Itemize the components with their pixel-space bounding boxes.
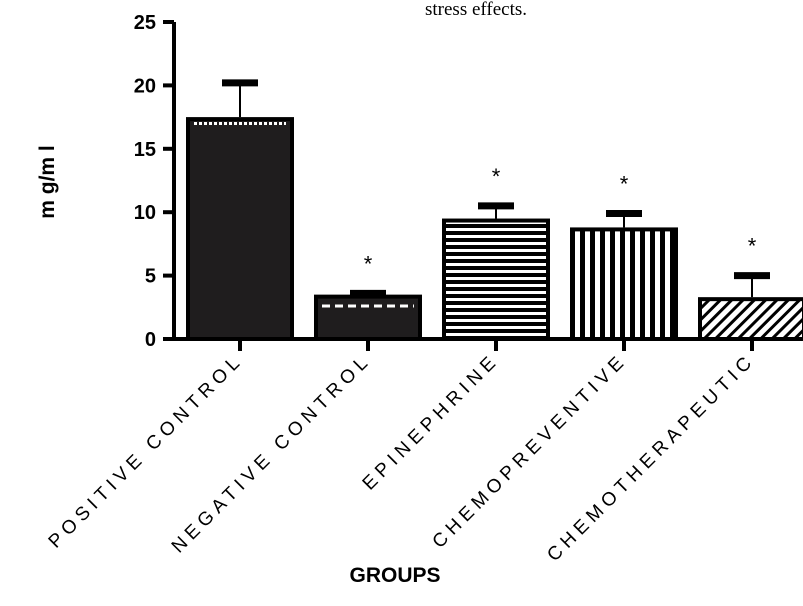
x-axis-title: GROUPS	[349, 564, 440, 587]
y-tick-label: 0	[145, 329, 156, 351]
x-tick-label: CHEMOTHERAPEUTIC	[543, 350, 759, 566]
caption-fragment: stress effects.	[425, 0, 527, 20]
y-axis: 0 5 10 15 20 25	[134, 12, 176, 351]
bar-negative-control	[314, 294, 422, 341]
bar-chemotherapeutic	[698, 297, 803, 342]
x-tick-label: EPINEPHRINE	[359, 350, 504, 495]
bar-chemopreventive	[570, 227, 678, 341]
y-tick-label: 15	[134, 139, 156, 161]
y-tick-label: 25	[134, 12, 156, 34]
significance-marker: *	[620, 171, 629, 196]
significance-marker: *	[492, 164, 501, 189]
y-axis-title: m g/m l	[36, 145, 59, 219]
significance-marker: *	[748, 234, 757, 259]
bars: * * * *	[186, 79, 803, 342]
bar-epinephrine	[442, 218, 550, 341]
significance-marker: *	[364, 251, 373, 276]
y-tick-label: 10	[134, 202, 156, 224]
y-tick-label: 20	[134, 75, 156, 97]
y-tick-label: 5	[145, 266, 156, 288]
bar-positive-control	[186, 117, 294, 341]
x-tick-label: NEGATIVE CONTROL	[168, 350, 376, 558]
